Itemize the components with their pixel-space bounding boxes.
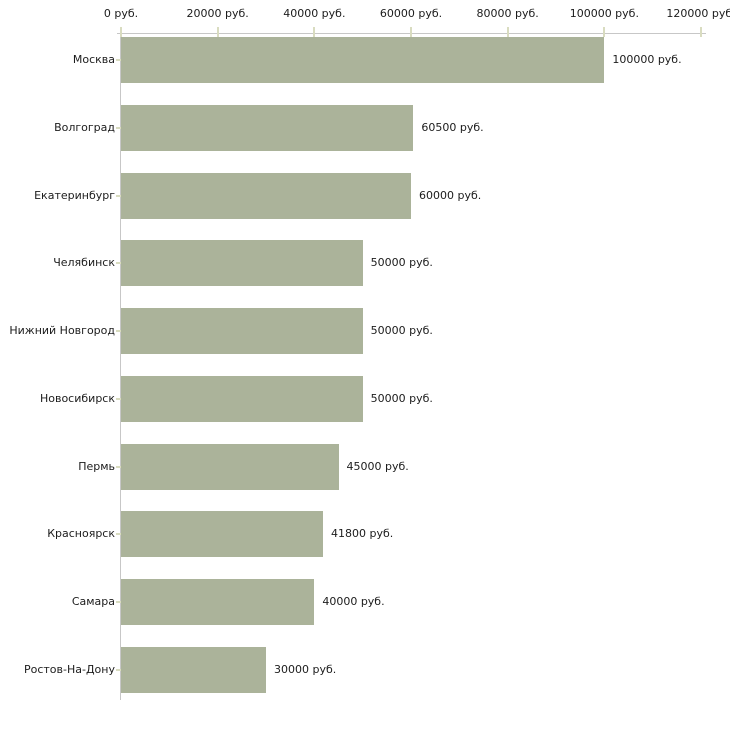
x-axis-tick-label: 100000 руб. xyxy=(569,7,639,20)
bar-value-label: 45000 руб. xyxy=(346,459,409,473)
bar-value-label: 50000 руб. xyxy=(370,256,433,270)
bar xyxy=(121,443,339,490)
bar-value-label: 60500 руб. xyxy=(421,120,484,134)
bar xyxy=(121,647,266,693)
y-axis-tick xyxy=(116,533,121,536)
bar-value-label: 41800 руб. xyxy=(331,527,394,541)
bar xyxy=(121,308,363,355)
y-axis-tick xyxy=(116,601,121,604)
x-axis-tick xyxy=(216,27,219,37)
bar-value-label: 50000 руб. xyxy=(370,324,433,338)
bar-value-label: 50000 руб. xyxy=(370,391,433,405)
category-label: Москва xyxy=(72,53,115,66)
y-axis-tick xyxy=(116,465,121,468)
x-axis-tick xyxy=(506,27,509,37)
category-label: Ростов-На-Дону xyxy=(23,663,115,676)
x-axis-tick xyxy=(700,27,702,37)
category-label: Волгоград xyxy=(54,120,115,134)
category-label: Екатеринбург xyxy=(34,188,115,202)
bar xyxy=(121,375,363,422)
y-axis-tick xyxy=(116,126,121,129)
bar-value-label: 30000 руб. xyxy=(274,663,337,676)
x-axis-tick-label: 0 руб. xyxy=(103,7,139,20)
bar xyxy=(121,511,324,558)
y-axis-tick xyxy=(116,669,121,671)
bar-value-label: 100000 руб. xyxy=(612,53,682,66)
bar xyxy=(121,172,411,219)
category-label: Новосибирск xyxy=(39,391,115,405)
y-axis-line xyxy=(120,33,121,700)
bar xyxy=(121,104,414,151)
category-label: Красноярск xyxy=(47,527,115,541)
bar xyxy=(121,240,363,287)
bar-value-label: 60000 руб. xyxy=(419,188,482,202)
bar-value-label: 40000 руб. xyxy=(322,595,385,609)
bar xyxy=(121,37,605,83)
y-axis-tick xyxy=(116,330,121,333)
category-label: Самара xyxy=(71,595,115,609)
x-axis-tick-label: 120000 руб. xyxy=(666,7,730,20)
x-axis-tick xyxy=(603,27,606,37)
category-label: Нижний Новгород xyxy=(9,324,115,338)
x-axis-tick-label: 40000 руб. xyxy=(283,7,346,20)
category-label: Челябинск xyxy=(53,256,115,270)
y-axis-tick xyxy=(116,397,121,400)
x-axis-tick-label: 80000 руб. xyxy=(476,7,539,20)
x-axis-tick-label: 60000 руб. xyxy=(379,7,443,20)
y-axis-tick xyxy=(116,194,121,197)
x-axis-tick xyxy=(120,27,122,37)
y-axis-tick xyxy=(116,59,121,61)
x-axis-tick-label: 20000 руб. xyxy=(186,7,249,20)
bar xyxy=(121,579,315,626)
y-axis-tick xyxy=(116,262,121,265)
x-axis-tick xyxy=(313,27,316,37)
category-label: Пермь xyxy=(78,459,115,473)
x-axis-tick xyxy=(410,27,412,37)
